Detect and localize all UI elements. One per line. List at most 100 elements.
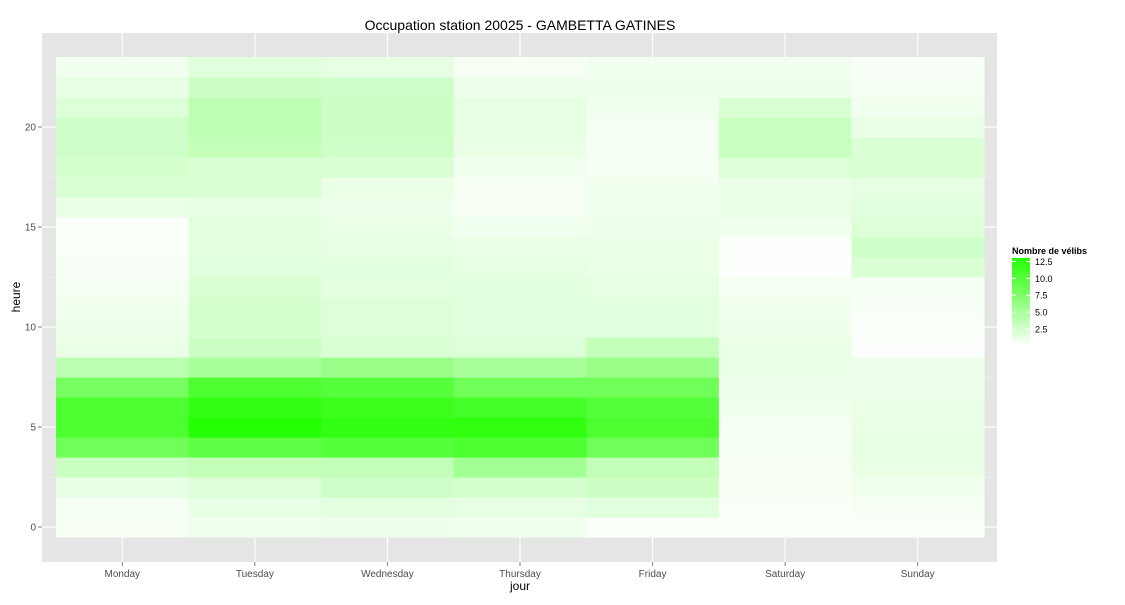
heatmap-cell (453, 457, 587, 478)
heatmap-cell (188, 217, 322, 238)
heatmap-cell (453, 197, 587, 218)
heatmap-cell (718, 197, 853, 218)
heatmap-cell (586, 197, 720, 218)
heatmap-cell (188, 457, 322, 478)
heatmap-cell (851, 357, 985, 378)
heatmap-cell (56, 457, 190, 478)
heatmap-cell (718, 237, 853, 258)
heatmap-cell (586, 277, 720, 298)
heatmap-cell (453, 377, 587, 398)
heatmap-cell (851, 397, 985, 418)
heatmap-cell (586, 317, 720, 338)
heatmap-cell (453, 157, 587, 178)
heatmap-cell (56, 297, 190, 318)
heatmap-cell (188, 297, 322, 318)
heatmap-cell (56, 77, 190, 98)
heatmap-cell (453, 297, 587, 318)
heatmap-cell (321, 177, 455, 198)
heatmap-cell (586, 177, 720, 198)
heatmap-cell (453, 317, 587, 338)
heatmap-cell (188, 237, 322, 258)
heatmap-cell (188, 197, 322, 218)
heatmap-cell (321, 317, 455, 338)
heatmap-cell (188, 277, 322, 298)
heatmap-cell (188, 177, 322, 198)
heatmap-cell (321, 337, 455, 358)
heatmap-cell (851, 417, 985, 438)
heatmap-cell (453, 277, 587, 298)
heatmap-cell (851, 257, 985, 278)
heatmap-cell (321, 357, 455, 378)
heatmap-cell (188, 357, 322, 378)
heatmap-cell (188, 257, 322, 278)
heatmap-cell (851, 517, 985, 538)
heatmap-cell (321, 217, 455, 238)
heatmap-cell (56, 257, 190, 278)
heatmap-cell (718, 97, 853, 118)
heatmap-cell (56, 177, 190, 198)
chart-title: Occupation station 20025 - GAMBETTA GATI… (365, 17, 676, 33)
heatmap-cell (188, 137, 322, 158)
heatmap-cell (453, 77, 587, 98)
x-tick-label: Sunday (901, 569, 935, 580)
legend-colorbar (1012, 258, 1030, 346)
x-tick-label: Thursday (499, 569, 541, 580)
heatmap-cell (586, 237, 720, 258)
y-tick-label: 10 (25, 323, 37, 334)
heatmap-cell (851, 377, 985, 398)
legend: Nombre de vélibs 2.5 5.0 7.5 10.0 12.5 (1012, 246, 1087, 346)
heatmap-cell (718, 77, 853, 98)
heatmap-cell (56, 237, 190, 258)
heatmap-cell (586, 437, 720, 458)
heatmap-cell (56, 357, 190, 378)
heatmap-cell (586, 297, 720, 318)
heatmap-cell (718, 457, 853, 478)
heatmap-cell (453, 497, 587, 518)
y-tick-label: 15 (25, 223, 37, 234)
heatmap-cell (188, 377, 322, 398)
heatmap-cell (851, 237, 985, 258)
legend-tick-label: 7.5 (1035, 291, 1048, 301)
heatmap-cell (851, 137, 985, 158)
heatmap-cell (321, 397, 455, 418)
heatmap-cell (851, 277, 985, 298)
heatmap-cell (851, 157, 985, 178)
heatmap-cell (851, 497, 985, 518)
heatmap-cell (718, 297, 853, 318)
heatmap-cell (718, 417, 853, 438)
heatmap-cell (718, 477, 853, 498)
heatmap-cell (56, 517, 190, 538)
heatmap-cell (718, 277, 853, 298)
heatmap-cell (321, 257, 455, 278)
heatmap-cell (56, 397, 190, 418)
heatmap-cell (718, 157, 853, 178)
heatmap-cell (453, 437, 587, 458)
y-tick-label: 5 (30, 423, 36, 434)
heatmap-cell (586, 377, 720, 398)
heatmap-cell (56, 57, 190, 78)
heatmap-cell (188, 397, 322, 418)
heatmap-cell (586, 357, 720, 378)
x-tick-label: Tuesday (236, 569, 274, 580)
heatmap-cell (586, 97, 720, 118)
heatmap-cell (851, 117, 985, 138)
heatmap-cell (188, 517, 322, 538)
heatmap-cell (321, 297, 455, 318)
y-axis-label: heure (9, 281, 23, 312)
x-tick-label: Friday (639, 569, 667, 580)
heatmap-cell (718, 137, 853, 158)
heatmap-cell (56, 117, 190, 138)
y-tick-label: 20 (25, 123, 37, 134)
heatmap-cell (453, 337, 587, 358)
heatmap-cell (718, 437, 853, 458)
heatmap-cell (188, 337, 322, 358)
heatmap-cell (718, 377, 853, 398)
heatmap-cell (718, 317, 853, 338)
heatmap-cell (56, 97, 190, 118)
heatmap-cell (56, 157, 190, 178)
heatmap-cell (851, 477, 985, 498)
heatmap-cell (321, 497, 455, 518)
heatmap-cell (321, 417, 455, 438)
heatmap-cell (321, 157, 455, 178)
